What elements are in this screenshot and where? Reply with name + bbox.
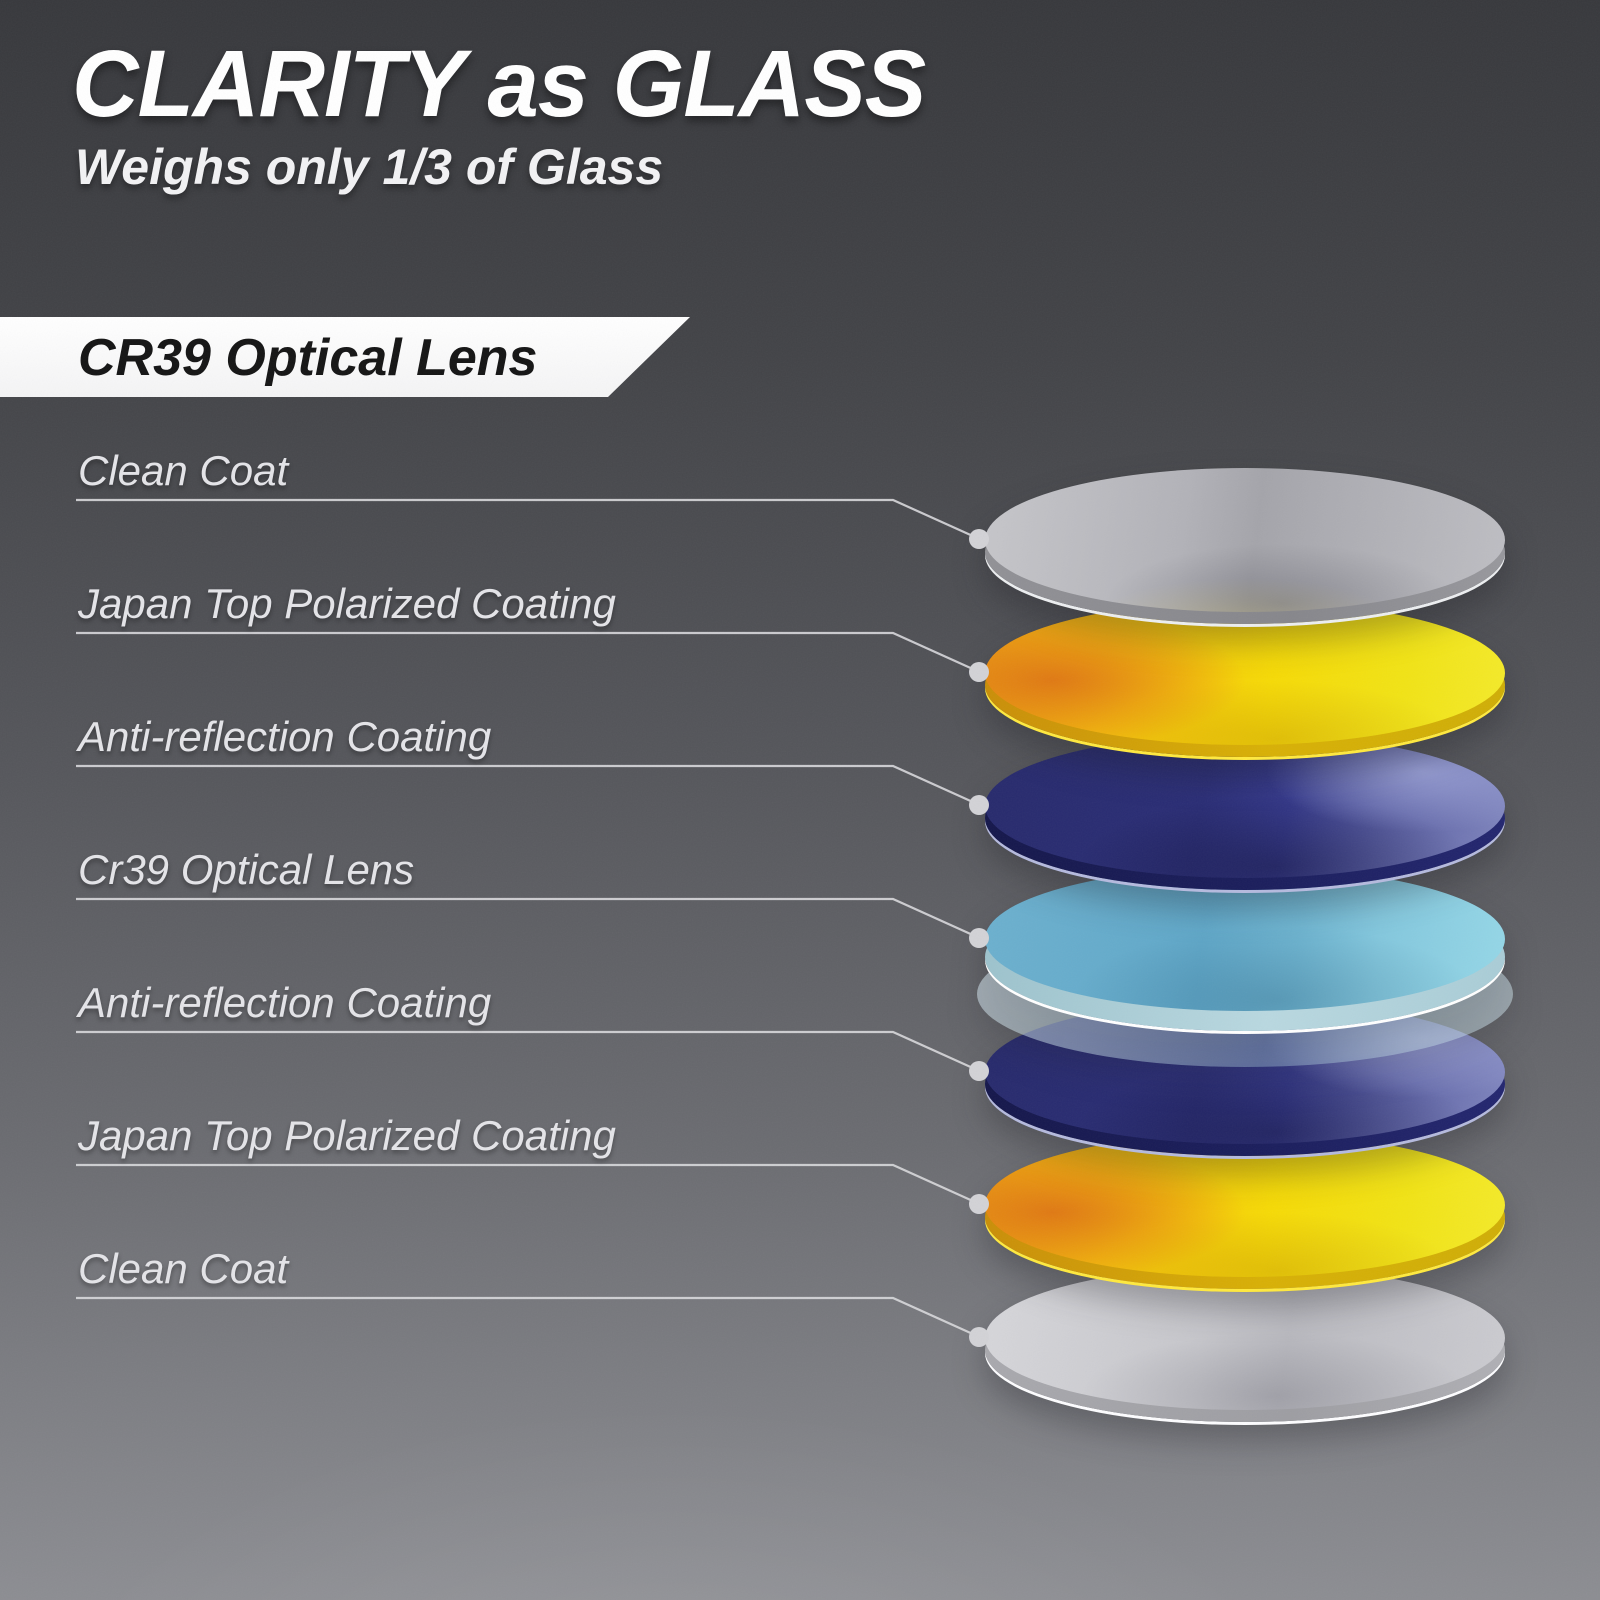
- layer-label-anti-reflection-bottom: Anti-reflection Coating: [78, 979, 492, 1026]
- page-subtitle: Weighs only 1/3 of Glass: [75, 139, 664, 195]
- page-title: CLARITY as GLASS: [72, 31, 926, 137]
- connector-dot: [969, 1327, 989, 1347]
- connector-line: [76, 498, 976, 539]
- connector-line: [76, 897, 976, 938]
- layer-label-clean-coat-top: Clean Coat: [78, 447, 289, 494]
- layer-label-polarized-bottom: Japan Top Polarized Coating: [78, 1112, 616, 1159]
- connector-dot: [969, 1061, 989, 1081]
- connector-dot: [969, 529, 989, 549]
- connector-dot: [969, 795, 989, 815]
- connector-line: [76, 1030, 976, 1071]
- connector-line: [76, 1163, 976, 1204]
- connector-dot: [969, 1194, 989, 1214]
- connector-line: [76, 1296, 976, 1337]
- connector-line: [76, 764, 976, 805]
- layer-label-cr39-lens: Cr39 Optical Lens: [78, 846, 415, 893]
- ribbon-banner: CR39 Optical Lens: [0, 317, 690, 397]
- ribbon-label: CR39 Optical Lens: [78, 329, 538, 387]
- layer-label-clean-coat-bottom: Clean Coat: [78, 1245, 289, 1292]
- connector-line: [76, 631, 976, 672]
- connector-dot: [969, 662, 989, 682]
- layer-label-polarized-top: Japan Top Polarized Coating: [78, 580, 616, 627]
- layer-label-anti-reflection-top: Anti-reflection Coating: [78, 713, 492, 760]
- connector-dot: [969, 928, 989, 948]
